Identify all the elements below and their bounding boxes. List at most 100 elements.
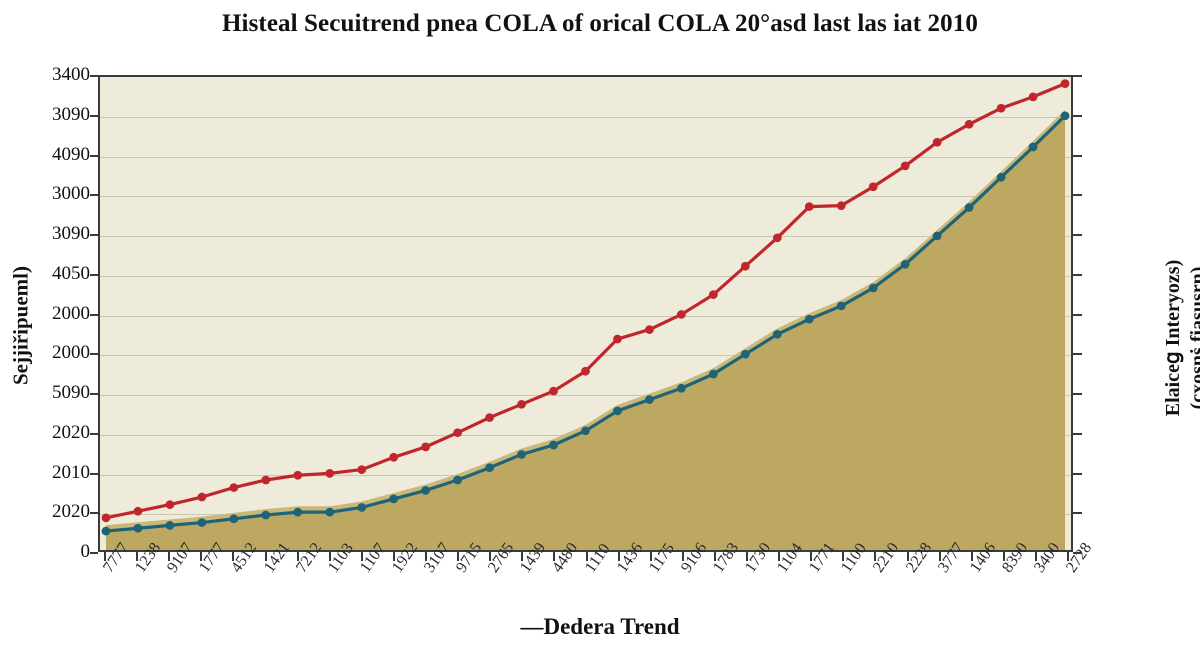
right-axis-tick-mark — [1073, 114, 1082, 117]
right-axis-tick-mark — [1073, 313, 1082, 316]
y-axis-tick-label: 3400 — [52, 64, 90, 85]
red-series-marker — [389, 452, 399, 462]
blue-series-marker — [868, 283, 878, 293]
red-series-marker — [101, 513, 111, 523]
x-axis-tick-mark — [392, 552, 395, 561]
y-axis-tick-mark — [90, 472, 98, 475]
red-series-marker — [229, 483, 239, 492]
red-series-marker — [708, 290, 718, 299]
red-series-marker — [549, 386, 558, 396]
x-axis-tick-mark — [810, 552, 813, 561]
red-series-marker — [133, 506, 143, 516]
blue-series-marker — [708, 369, 718, 379]
y-axis-tick-mark — [90, 75, 98, 77]
blue-series-marker — [357, 503, 367, 512]
y-axis-tick-mark — [90, 273, 98, 276]
blue-series-marker — [804, 314, 814, 324]
blue-series-marker — [740, 349, 750, 359]
x-axis-tick-mark — [585, 552, 588, 561]
right-axis-title-line-2: (cxosnṡ fiasusrn) — [1187, 266, 1200, 410]
x-axis-tick-mark — [1067, 552, 1069, 561]
area-fill — [105, 115, 1066, 550]
blue-series-marker — [229, 514, 239, 524]
right-axis-tick-mark — [1073, 472, 1082, 475]
red-series-marker — [485, 413, 494, 422]
right-axis-tick-mark — [1073, 512, 1082, 515]
blue-series-marker — [1028, 142, 1038, 152]
blue-series-marker — [900, 259, 910, 269]
right-axis-title-line-1: Elaiceց Interyozs) — [1162, 259, 1184, 417]
gridline — [100, 275, 1071, 277]
y-axis-tick-label: 0 — [80, 541, 91, 562]
red-series-marker — [868, 182, 878, 192]
y-axis-tick-label: 3090 — [52, 223, 90, 244]
blue-series-marker — [964, 203, 974, 212]
blue-series-marker — [485, 463, 494, 473]
gridline — [100, 236, 1071, 237]
gridline — [100, 116, 1071, 118]
right-axis-tick-mark — [1073, 273, 1082, 276]
right-axis-tick-mark — [1073, 234, 1082, 236]
red-series-marker — [293, 470, 303, 480]
right-axis-tick-mark — [1073, 75, 1082, 77]
y-axis-tick-mark — [90, 154, 98, 157]
right-axis-tick-mark — [1073, 353, 1082, 356]
y-axis-tick-label: 2020 — [52, 501, 90, 523]
right-axis-tick-mark — [1073, 432, 1082, 435]
x-axis-tick-mark — [232, 552, 235, 561]
x-axis-tick-mark — [553, 552, 556, 561]
blue-series-marker — [325, 507, 335, 517]
blue-series-marker — [101, 526, 111, 536]
x-axis-tick-mark — [938, 552, 941, 561]
red-series-marker — [1028, 92, 1038, 102]
red-series-marker — [517, 399, 526, 409]
red-series-marker — [1060, 79, 1070, 88]
y-axis-title: Sejjiřipueml) — [8, 266, 33, 385]
red-series-marker — [453, 428, 463, 438]
blue-series-marker — [581, 426, 590, 436]
red-series-marker — [740, 261, 750, 271]
gridline — [100, 395, 1071, 396]
y-axis-tick-label: 3000 — [52, 183, 90, 205]
red-series-marker — [996, 103, 1006, 113]
red-series-marker — [165, 500, 175, 509]
right-axis-tick-mark — [1073, 393, 1082, 395]
x-axis-tick-mark — [649, 552, 652, 561]
y-axis-tick-label: 2020 — [52, 421, 90, 443]
y-axis-tick-labels: 3400 3090 4090 3000 3090 4050 2000 2000 5090 2020… — [12, 0, 90, 654]
y-axis-tick-mark — [90, 114, 98, 117]
y-axis-tick-label: 2000 — [52, 342, 90, 364]
x-axis-tick-mark — [521, 552, 524, 561]
x-axis-tick-mark — [104, 552, 106, 561]
red-series-marker — [325, 469, 335, 478]
y-axis-tick-mark — [90, 353, 98, 356]
gridline — [100, 355, 1071, 357]
plot-area — [98, 75, 1073, 552]
red-series-marker — [581, 366, 590, 376]
blue-series-marker — [293, 507, 303, 517]
x-axis-tick-mark — [906, 552, 909, 561]
y-axis-tick-mark — [90, 194, 98, 197]
red-series-marker — [964, 119, 974, 129]
blue-series-marker — [421, 486, 431, 495]
x-axis-tick-mark — [360, 552, 363, 561]
red-series-marker — [836, 201, 846, 211]
x-axis-tick-mark — [457, 552, 460, 561]
blue-series-marker — [133, 523, 143, 533]
x-axis-title: —Dedera Trend — [520, 614, 680, 639]
blue-series-marker — [645, 395, 654, 404]
plot-series-svg — [101, 79, 1070, 550]
x-axis-tick-mark — [778, 552, 781, 561]
blue-series-marker — [996, 172, 1006, 182]
y-axis-tick-label: 2010 — [52, 461, 90, 483]
gridline — [100, 315, 1071, 317]
blue-series-marker — [836, 301, 846, 311]
red-series-marker — [197, 492, 207, 502]
right-axis-tick-mark — [1073, 194, 1082, 197]
x-axis-tick-mark — [874, 552, 877, 561]
right-axis-tick-mark — [1073, 154, 1082, 157]
blue-series-marker — [772, 329, 782, 339]
right-axis-title: Elaiceց Interyozs) (cxosnṡ fiasusrn) — [1161, 198, 1200, 478]
y-axis-tick-label: 3090 — [52, 103, 90, 125]
